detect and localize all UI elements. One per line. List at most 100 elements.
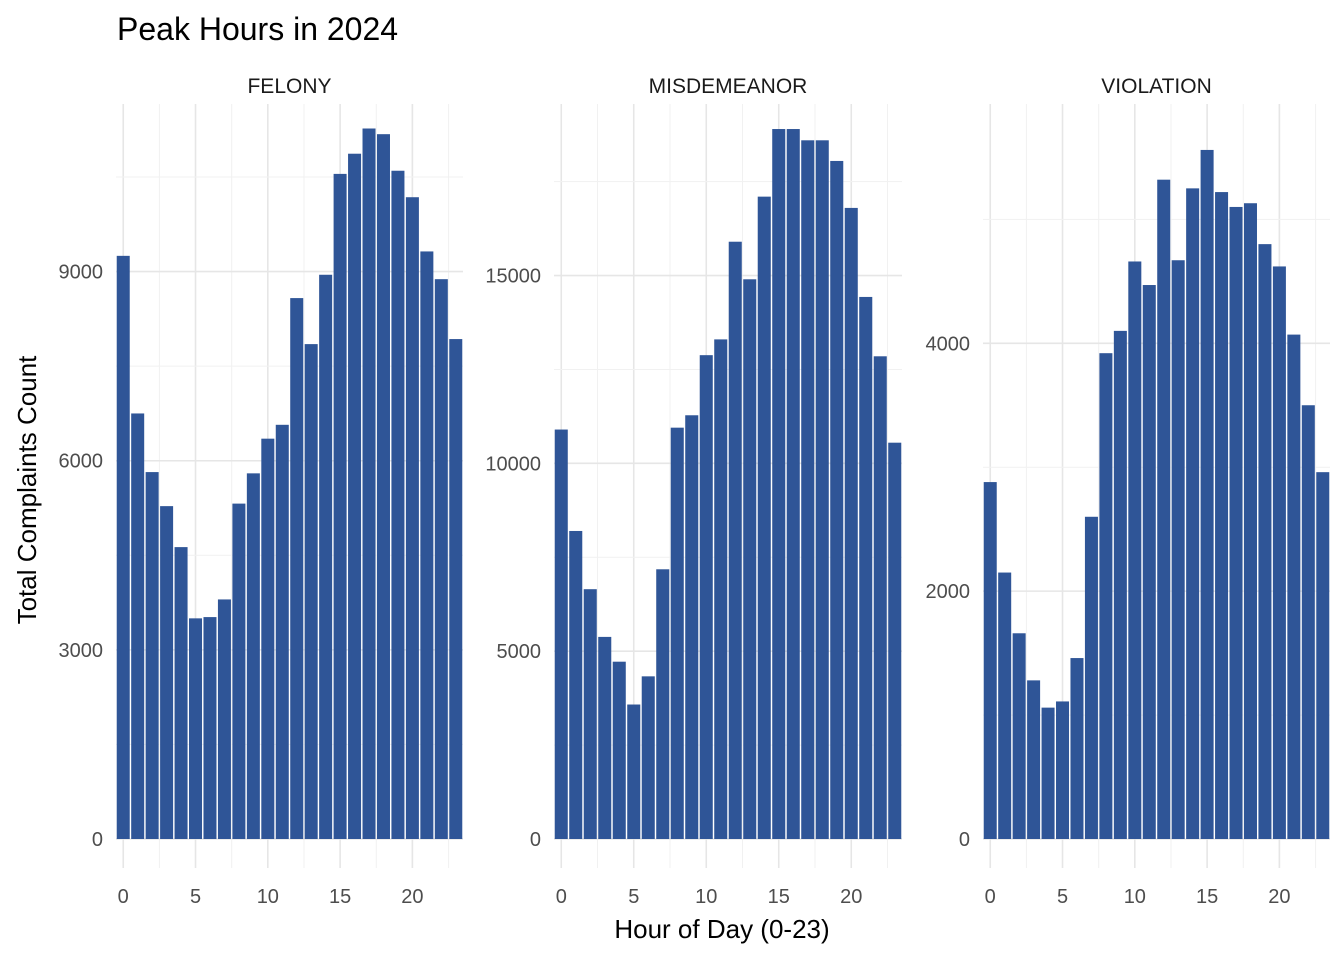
bar-violation-hour-7: [1084, 516, 1098, 839]
bar-violation-hour-15: [1200, 149, 1214, 839]
bar-misdemeanor-hour-9: [685, 415, 699, 839]
bar-misdemeanor-hour-8: [670, 427, 684, 839]
y-tick-label: 5000: [497, 641, 542, 663]
x-tick-label: 20: [401, 886, 423, 908]
panel-misdemeanor: 0 5000 10000 15000 0 5 10 15 20 MISDEMEANOR: [485, 75, 902, 908]
x-tick-label: 15: [329, 886, 351, 908]
bar-misdemeanor-hour-0: [554, 429, 568, 839]
x-tick-label: 15: [1196, 886, 1218, 908]
bar-violation-hour-3: [1027, 680, 1041, 839]
bar-felony-hour-13: [304, 344, 318, 839]
bar-violation-hour-17: [1229, 206, 1243, 839]
y-tick-label: 0: [92, 829, 103, 851]
x-tick-label: 0: [985, 886, 996, 908]
y-tick-label: 6000: [59, 451, 104, 473]
bar-misdemeanor-hour-6: [641, 676, 655, 839]
bar-felony-hour-12: [290, 298, 304, 840]
bar-felony-hour-9: [246, 473, 260, 839]
y-tick-label: 0: [959, 829, 970, 851]
bar-violation-hour-18: [1243, 203, 1257, 839]
bar-felony-hour-20: [405, 197, 419, 839]
bar-violation-hour-6: [1070, 658, 1084, 839]
bar-felony-hour-16: [348, 153, 362, 839]
bar-violation-hour-19: [1258, 244, 1272, 840]
bar-violation-hour-9: [1113, 330, 1127, 839]
y-tick-label: 15000: [485, 266, 541, 288]
bar-felony-hour-1: [131, 413, 145, 839]
bar-violation-hour-21: [1287, 334, 1301, 839]
bar-felony-hour-18: [376, 134, 390, 839]
bar-violation-hour-22: [1301, 405, 1315, 839]
x-tick-label: 0: [556, 886, 567, 908]
bar-felony-hour-8: [232, 503, 246, 839]
bar-felony-hour-3: [160, 506, 174, 839]
bar-felony-hour-23: [449, 339, 463, 839]
bar-felony-hour-15: [333, 173, 347, 840]
bar-misdemeanor-hour-17: [801, 140, 815, 839]
bar-misdemeanor-hour-16: [786, 129, 800, 840]
bar-misdemeanor-hour-14: [757, 196, 771, 840]
chart-title: Peak Hours in 2024: [117, 11, 398, 47]
bar-violation-hour-0: [983, 482, 997, 839]
x-tick-label: 0: [118, 886, 129, 908]
bar-violation-hour-8: [1099, 353, 1113, 839]
x-tick-label: 20: [1268, 886, 1290, 908]
bar-felony-hour-2: [145, 472, 159, 839]
panel-violation: 0 2000 4000 0 5 10 15 20 VIOLATION: [926, 75, 1330, 908]
facet-label-violation: VIOLATION: [1101, 75, 1211, 98]
bar-misdemeanor-hour-15: [772, 129, 786, 840]
bar-felony-hour-11: [275, 424, 289, 839]
bar-violation-hour-23: [1316, 472, 1330, 839]
y-axis-label: Total Complaints Count: [12, 355, 42, 625]
bar-felony-hour-10: [261, 438, 275, 839]
bar-misdemeanor-hour-18: [815, 140, 829, 839]
y-tick-label: 0: [530, 829, 541, 851]
bar-misdemeanor-hour-21: [859, 296, 873, 839]
bar-misdemeanor-hour-10: [699, 355, 713, 839]
panel-felony: 0 3000 6000 9000 0 5 10 15 20 FELONY: [59, 75, 463, 908]
facet-label-felony: FELONY: [247, 75, 331, 98]
bar-violation-hour-14: [1186, 188, 1200, 839]
bar-violation-hour-20: [1272, 266, 1286, 839]
bar-misdemeanor-hour-2: [583, 589, 597, 839]
y-tick-label: 2000: [926, 581, 971, 603]
bar-violation-hour-13: [1171, 260, 1185, 839]
bar-felony-hour-4: [174, 547, 188, 839]
bar-violation-hour-12: [1157, 179, 1171, 839]
bar-violation-hour-11: [1142, 285, 1156, 839]
bar-felony-hour-17: [362, 128, 376, 839]
bar-violation-hour-4: [1041, 707, 1055, 839]
bar-felony-hour-19: [391, 170, 405, 839]
bar-misdemeanor-hour-23: [888, 442, 902, 839]
x-tick-label: 10: [257, 886, 279, 908]
bar-misdemeanor-hour-11: [714, 339, 728, 839]
y-tick-label: 4000: [926, 333, 971, 355]
bar-violation-hour-16: [1215, 192, 1229, 840]
bar-felony-hour-14: [319, 274, 333, 839]
bar-misdemeanor-hour-7: [656, 569, 670, 839]
bar-misdemeanor-hour-1: [569, 530, 583, 839]
x-tick-label: 15: [768, 886, 790, 908]
bar-felony-hour-5: [189, 618, 203, 839]
bar-felony-hour-0: [116, 255, 130, 839]
bar-felony-hour-22: [434, 279, 448, 839]
bar-violation-hour-5: [1056, 701, 1070, 839]
bar-misdemeanor-hour-20: [844, 207, 858, 839]
y-tick-label: 10000: [485, 453, 541, 475]
bar-misdemeanor-hour-22: [873, 356, 887, 839]
bar-misdemeanor-hour-5: [627, 704, 641, 839]
bar-felony-hour-7: [217, 599, 231, 839]
bar-violation-hour-10: [1128, 261, 1142, 839]
bar-misdemeanor-hour-12: [728, 241, 742, 839]
x-axis-label: Hour of Day (0-23): [614, 914, 829, 944]
bar-violation-hour-1: [998, 572, 1012, 839]
facet-label-misdemeanor: MISDEMEANOR: [649, 75, 808, 98]
y-tick-label: 3000: [59, 640, 104, 662]
x-tick-label: 5: [190, 886, 201, 908]
x-tick-label: 5: [628, 886, 639, 908]
bar-felony-hour-6: [203, 617, 217, 839]
bar-misdemeanor-hour-19: [830, 160, 844, 840]
